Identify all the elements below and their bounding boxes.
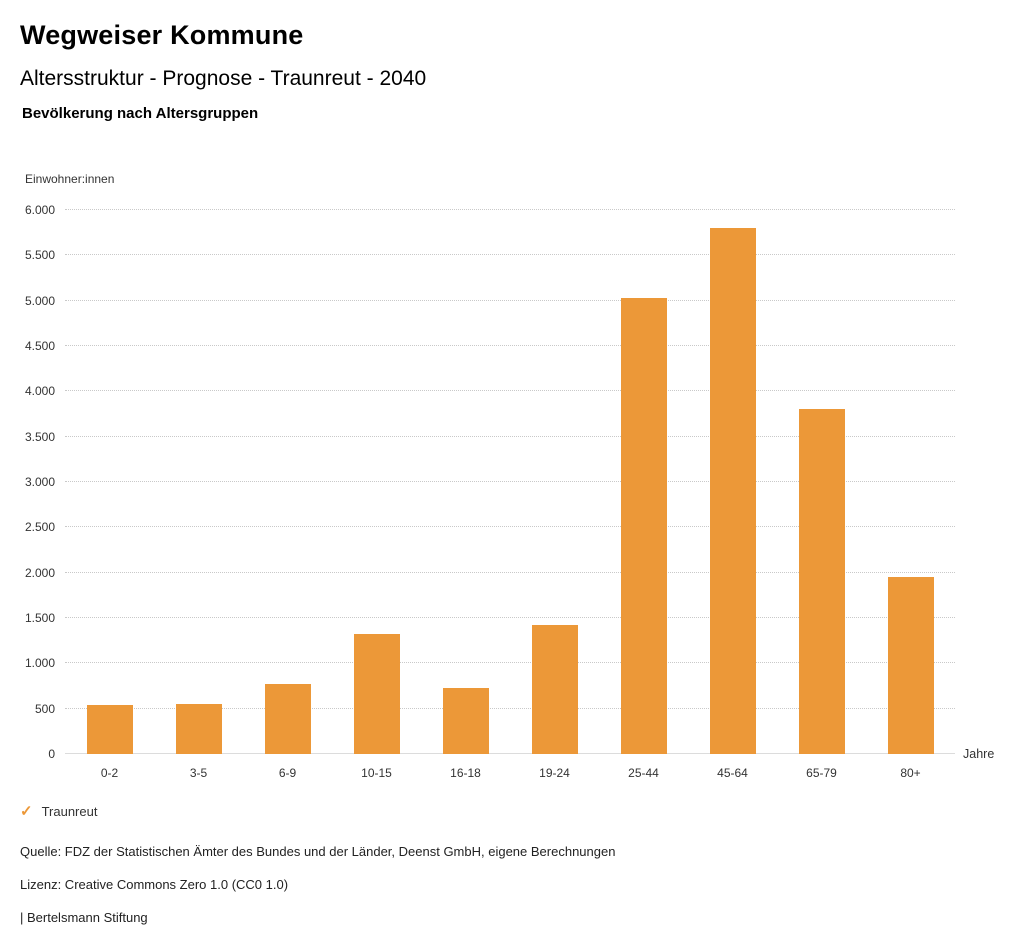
y-tick-label: 3.000 <box>24 475 55 489</box>
bar-16-18[interactable] <box>442 687 489 754</box>
y-tick-label: 5.000 <box>24 293 55 308</box>
x-axis-label: Jahre <box>963 747 995 761</box>
y-tick-label: 3.500 <box>24 429 55 444</box>
gridline <box>65 571 955 573</box>
gridline <box>65 209 955 210</box>
y-tick-label: 500 <box>34 701 55 716</box>
y-tick-label: 1.500 <box>24 611 55 625</box>
bar-80+[interactable] <box>887 577 934 754</box>
page-title: Wegweiser Kommune <box>20 20 304 50</box>
gridline <box>65 662 955 664</box>
gridline <box>65 481 955 482</box>
chart-subtitle: Altersstruktur - Prognose - Traunreut - … <box>20 67 427 90</box>
y-tick-label: 5.500 <box>24 248 55 263</box>
x-category-label: 80+ <box>900 766 921 780</box>
bar-6-9[interactable] <box>264 683 311 754</box>
bar-25-44[interactable] <box>620 297 667 754</box>
y-tick-label: 2.000 <box>24 565 55 580</box>
gridline <box>65 526 955 528</box>
x-category-label: 10-15 <box>361 766 392 780</box>
legend: ✓ Traunreut <box>20 803 97 821</box>
gridline <box>65 707 955 709</box>
plot-area: Jahre 0 500 1.000 1.500 2.000 2.500 3.000 3.500… <box>25 203 994 761</box>
bar-45-64[interactable] <box>709 228 756 754</box>
bar-0-2[interactable] <box>86 705 133 754</box>
x-category-label: 19-24 <box>539 766 570 780</box>
x-category-label: 25-44 <box>628 766 659 780</box>
gridline <box>65 617 955 618</box>
gridline <box>65 299 955 301</box>
bar-10-15[interactable] <box>353 634 400 754</box>
x-category-label: 0-2 <box>100 766 119 780</box>
header: Wegweiser Kommune Altersstruktur - Progn… <box>20 20 426 122</box>
license-text: Lizenz: Creative Commons Zero 1.0 (CC0 1… <box>20 877 289 892</box>
x-category-label: 65-79 <box>806 766 837 780</box>
y-tick-label: 0 <box>48 747 55 761</box>
footer: Quelle: FDZ der Statistischen Ämter des … <box>20 844 615 943</box>
check-icon: ✓ <box>20 803 33 820</box>
x-category-label: 6-9 <box>278 766 297 780</box>
gridline <box>65 254 955 256</box>
bar-65-79[interactable] <box>798 408 845 754</box>
y-tick-label: 4.000 <box>24 384 55 399</box>
bar-19-24[interactable] <box>531 625 578 754</box>
x-category-label: 45-64 <box>717 766 748 780</box>
gridline <box>65 390 955 392</box>
y-tick-label: 1.000 <box>24 656 55 671</box>
chart-heading: Bevölkerung nach Altersgruppen <box>22 105 259 122</box>
y-axis-unit-label: Einwohner:innen <box>25 172 115 186</box>
y-tick-label: 6.000 <box>24 203 55 217</box>
gridline <box>65 345 955 346</box>
y-tick-label: 4.500 <box>24 339 55 353</box>
gridline <box>65 435 955 437</box>
legend-label: Traunreut <box>41 804 98 819</box>
source-text: Quelle: FDZ der Statistischen Ämter des … <box>20 844 616 859</box>
attribution-text: | Bertelsmann Stiftung <box>20 910 148 925</box>
legend-item-traunreut[interactable]: ✓ Traunreut <box>20 804 97 819</box>
gridline <box>65 753 955 754</box>
y-tick-label: 2.500 <box>24 520 55 535</box>
x-category-label: 3-5 <box>189 766 208 780</box>
x-category-label: 16-18 <box>450 766 481 780</box>
bar-3-5[interactable] <box>175 704 222 754</box>
x-axis-categories: 0-2 3-5 6-9 10-15 16-18 19-24 25-44 45-64 65-79 8… <box>65 766 955 780</box>
